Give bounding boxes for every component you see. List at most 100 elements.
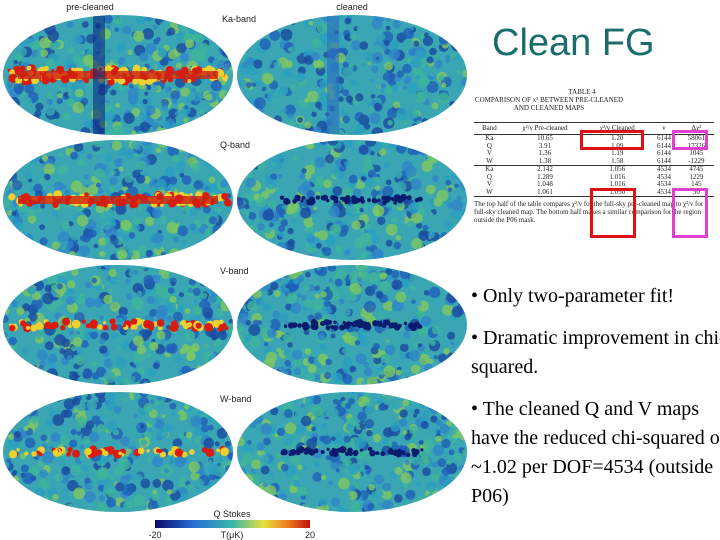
map-texture [4,467,11,474]
map-texture [67,92,73,97]
map-texture [300,404,305,409]
map-texture [428,506,437,512]
map-texture [3,350,9,361]
map-texture [11,106,18,112]
map-texture [225,113,231,120]
map-texture [393,196,397,200]
map-texture [345,321,352,328]
map-texture [40,269,48,277]
map-texture [301,294,307,301]
map-texture [257,268,266,278]
map-texture [51,241,61,250]
map-texture [313,374,321,381]
map-texture [13,147,22,157]
map-texture [349,321,354,326]
map-texture [254,297,264,306]
map-texture [202,59,209,66]
map-texture [447,408,454,415]
map-texture [311,218,317,224]
map-texture [20,346,33,359]
map-texture [348,397,355,405]
map-texture [426,81,439,94]
map-texture [283,324,288,329]
map-texture [218,162,229,173]
map-texture [226,229,233,238]
map-texture [266,328,277,339]
map-texture [54,334,66,346]
map-texture [386,108,398,119]
map-texture [293,358,302,367]
map-texture [305,373,315,383]
map-texture [410,285,416,291]
map-texture [258,269,267,278]
map-texture [46,59,56,69]
map-texture [307,364,317,374]
map-texture [120,219,132,231]
map-texture [42,126,51,135]
map-texture [371,127,384,135]
map-texture [237,332,244,344]
map-texture [391,279,403,291]
map-texture [219,149,229,159]
map-texture [18,272,28,282]
map-texture [305,253,315,260]
map-texture [147,499,159,511]
map-texture [446,502,457,512]
map-texture [23,407,33,416]
map-texture [343,140,353,148]
map-texture [263,392,275,403]
map-texture [357,265,369,273]
map-texture [333,310,345,323]
map-texture [149,341,159,351]
map-texture [205,93,213,101]
map-texture [172,438,183,449]
map-texture [98,337,106,345]
map-texture [222,48,232,58]
map-texture [250,129,257,135]
map-texture [63,487,69,493]
map-texture [399,268,411,280]
map-texture [85,281,93,289]
map-texture [3,75,6,80]
map-texture [11,176,18,183]
map-texture [196,120,206,130]
map-texture [358,114,370,126]
map-texture [60,367,69,375]
table-cell: 4534 [656,187,671,196]
map-texture [319,342,327,351]
map-texture [428,402,436,410]
map-texture [188,405,195,411]
map-texture [76,348,83,356]
map-texture [106,420,118,433]
map-texture [278,312,289,323]
map-texture [124,148,135,159]
map-texture [239,489,248,498]
map-texture [217,56,222,61]
map-texture [324,234,336,247]
map-texture [262,140,271,147]
map-texture [92,372,100,380]
map-texture [403,331,410,339]
map-texture [152,478,162,488]
map-texture [414,408,420,415]
map-texture [15,146,25,157]
map-texture [18,71,218,79]
map-texture [26,152,32,157]
map-texture [447,460,452,466]
map-texture [125,448,132,455]
map-texture [396,143,407,154]
map-texture [156,319,165,327]
table-label: TABLE 4 [568,88,596,96]
map-texture [60,243,66,249]
map-texture [211,335,217,341]
map-texture [290,302,302,314]
map-texture [259,144,271,156]
map-texture [223,24,233,33]
map-texture [387,119,393,126]
map-texture [286,200,291,204]
map-texture [19,238,24,243]
map-texture [439,423,450,434]
colorbar-unit: T(μK) [221,530,244,540]
map-texture [416,300,422,307]
map-texture [260,24,267,31]
